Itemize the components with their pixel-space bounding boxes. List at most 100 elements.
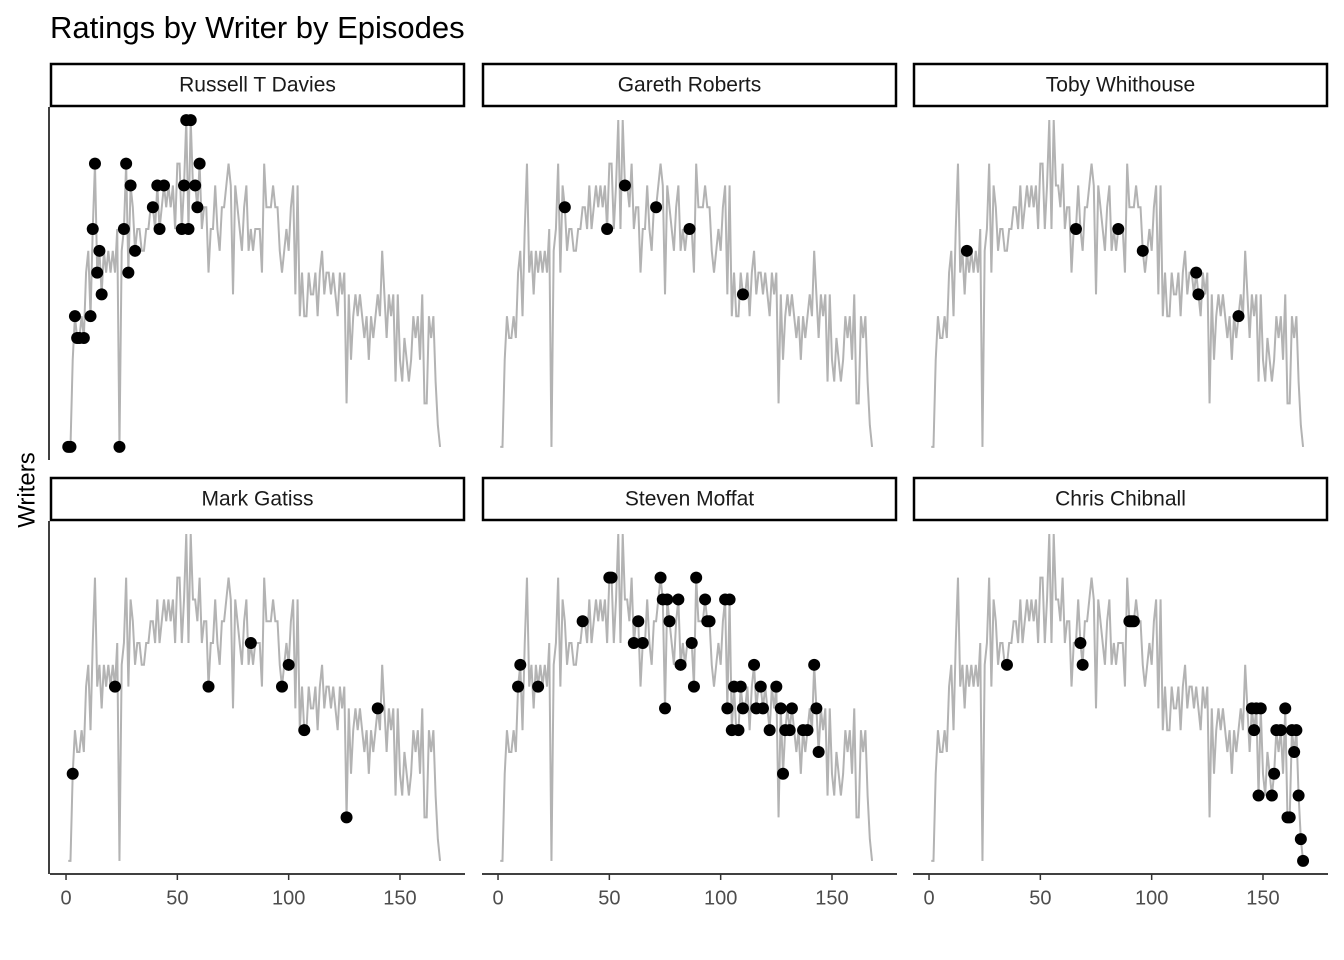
point	[77, 331, 90, 344]
x-tick-label: 50	[1029, 887, 1051, 909]
facet-strip	[481, 62, 898, 108]
point	[654, 571, 667, 584]
point	[663, 615, 676, 628]
point	[785, 702, 798, 715]
point	[736, 288, 749, 301]
chart-title: Ratings by Writer by Episodes	[50, 10, 465, 45]
x-tick-label: 100	[704, 887, 737, 909]
point	[1283, 811, 1296, 824]
point	[157, 179, 170, 192]
point	[632, 615, 645, 628]
point	[636, 637, 649, 650]
x-tick-label: 100	[272, 887, 305, 909]
point	[687, 680, 700, 693]
point	[1290, 724, 1303, 737]
point	[1112, 223, 1125, 236]
point	[777, 767, 790, 780]
point	[1297, 854, 1310, 867]
point	[1076, 658, 1089, 671]
point	[605, 571, 618, 584]
point	[113, 440, 126, 453]
point	[512, 680, 525, 693]
x-tick-label: 0	[60, 887, 71, 909]
point	[1279, 702, 1292, 715]
point	[1288, 745, 1301, 758]
point	[1274, 724, 1287, 737]
point	[93, 244, 106, 257]
point	[66, 767, 79, 780]
point	[960, 244, 973, 257]
point	[191, 201, 204, 214]
point	[298, 724, 311, 737]
point	[763, 724, 776, 737]
y-axis-label: Writers	[13, 452, 40, 528]
point	[275, 680, 288, 693]
background-line	[931, 534, 1305, 862]
point	[1000, 658, 1013, 671]
point	[783, 724, 796, 737]
point	[86, 223, 99, 236]
point	[153, 223, 166, 236]
x-tick-label: 100	[1135, 887, 1168, 909]
point	[736, 702, 749, 715]
point	[91, 266, 104, 279]
facet-label: Gareth Roberts	[618, 74, 762, 97]
point	[661, 593, 674, 606]
x-tick-label: 50	[166, 887, 188, 909]
x-tick-label: 0	[492, 887, 503, 909]
x-tick-label: 150	[1246, 887, 1279, 909]
background-line	[500, 534, 874, 862]
point	[1268, 767, 1281, 780]
facet-strip	[912, 476, 1329, 522]
point	[202, 680, 215, 693]
x-tick-label: 0	[923, 887, 934, 909]
point	[808, 658, 821, 671]
point	[117, 223, 130, 236]
point	[1265, 789, 1278, 802]
point	[84, 310, 97, 323]
point	[770, 680, 783, 693]
point	[340, 811, 353, 824]
point	[690, 571, 703, 584]
point	[244, 637, 257, 650]
point	[88, 157, 101, 170]
point	[810, 702, 823, 715]
point	[68, 310, 81, 323]
facet-label: Toby Whithouse	[1046, 74, 1195, 97]
point	[122, 266, 135, 279]
point	[178, 179, 191, 192]
facet-label: Steven Moffat	[625, 488, 754, 511]
point	[95, 288, 108, 301]
point	[1252, 789, 1265, 802]
point	[1248, 724, 1261, 737]
point	[1192, 288, 1205, 301]
point	[723, 593, 736, 606]
point	[282, 658, 295, 671]
point	[754, 680, 767, 693]
facet-strip	[49, 476, 466, 522]
point	[576, 615, 589, 628]
point	[129, 244, 142, 257]
facet-label: Russell T Davies	[179, 74, 336, 97]
point	[703, 615, 716, 628]
point	[812, 745, 825, 758]
point	[1294, 833, 1307, 846]
point	[801, 724, 814, 737]
point	[184, 114, 197, 127]
point	[756, 702, 769, 715]
point	[734, 680, 747, 693]
point	[1069, 223, 1082, 236]
point	[532, 680, 545, 693]
point	[699, 593, 712, 606]
background-line	[500, 120, 874, 448]
facet-strip	[481, 476, 898, 522]
point	[683, 223, 696, 236]
point	[650, 201, 663, 214]
point	[182, 223, 195, 236]
point	[1074, 637, 1087, 650]
point	[120, 157, 133, 170]
point	[124, 179, 137, 192]
point	[189, 179, 202, 192]
point	[601, 223, 614, 236]
